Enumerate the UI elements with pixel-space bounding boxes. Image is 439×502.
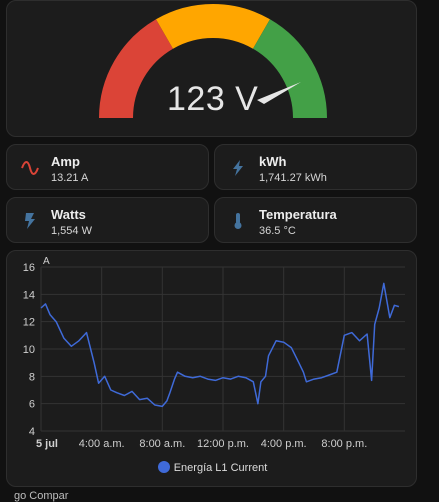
flash-icon	[25, 213, 35, 229]
y-tick-label: 6	[29, 399, 35, 411]
x-tick-label: 4:00 a.m.	[79, 438, 125, 450]
gauge-needle	[257, 82, 301, 104]
voltage-gauge-card[interactable]: 123 V	[6, 0, 417, 137]
kwh-state: 1,741.27 kWh	[259, 172, 327, 184]
x-tick-label: 8:00 p.m.	[321, 438, 367, 450]
watts-state: 1,554 W	[51, 225, 92, 237]
gauge-segment-yellow	[156, 4, 270, 50]
y-unit-label: A	[43, 256, 50, 267]
current-line-chart: 4 6 8 10 12 14 16 5 jul 4:00 a.m. 8:00 a.m. 12:00 …	[23, 256, 405, 450]
x-tick-label: 5 jul	[36, 438, 58, 450]
watts-tile[interactable]: Watts 1,554 W	[6, 197, 209, 243]
y-tick-label: 12	[23, 317, 35, 329]
temperature-tile[interactable]: Temperatura 36.5 °C	[214, 197, 417, 243]
amp-state: 13.21 A	[51, 172, 89, 184]
x-tick-label: 4:00 p.m.	[261, 438, 307, 450]
amp-tile[interactable]: Amp 13.21 A	[6, 144, 209, 190]
temperature-state: 36.5 °C	[259, 225, 296, 237]
gauge-segment-red	[99, 19, 174, 119]
x-tick-label: 12:00 p.m.	[197, 438, 249, 450]
y-tick-label: 4	[29, 426, 35, 438]
y-tick-label: 10	[23, 344, 35, 356]
y-tick-label: 8	[29, 371, 35, 383]
footer-text: go Compar	[14, 490, 69, 502]
lightning-bolt-icon	[233, 160, 243, 176]
y-tick-label: 16	[23, 262, 35, 274]
kwh-tile[interactable]: kWh 1,741.27 kWh	[214, 144, 417, 190]
legend-label: Energía L1 Current	[173, 462, 268, 474]
amp-name: Amp	[51, 154, 80, 169]
gauge-segment-green	[252, 19, 327, 119]
watts-name: Watts	[51, 207, 86, 222]
legend-swatch	[157, 461, 170, 473]
temperature-name: Temperatura	[259, 207, 337, 222]
y-tick-label: 14	[23, 289, 35, 301]
gauge-value: 123 V	[167, 80, 259, 118]
sine-wave-icon	[21, 161, 39, 175]
voltage-gauge	[99, 4, 327, 119]
series-line-0	[40, 282, 400, 408]
kwh-name: kWh	[259, 154, 287, 169]
current-history-card[interactable]: 4 6 8 10 12 14 16 5 jul 4:00 a.m. 8:00 a.m. 12:00 …	[6, 250, 417, 487]
x-tick-label: 8:00 a.m.	[139, 438, 185, 450]
chart-legend[interactable]: Energía L1 Current	[7, 461, 418, 474]
thermometer-icon	[234, 213, 242, 229]
